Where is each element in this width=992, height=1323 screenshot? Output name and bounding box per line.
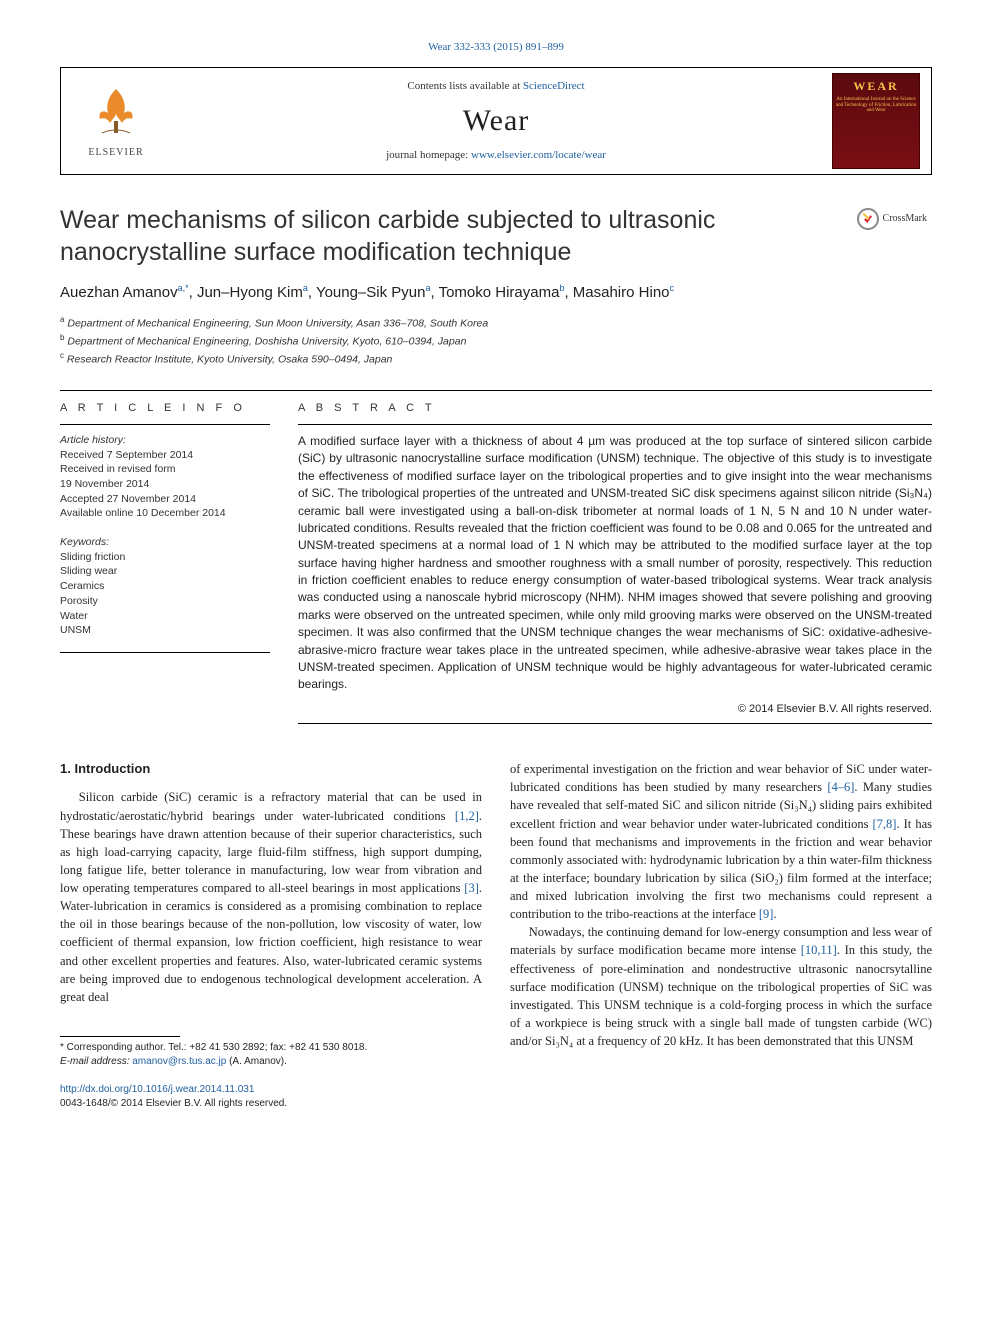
doi-link[interactable]: http://dx.doi.org/10.1016/j.wear.2014.11… bbox=[60, 1084, 254, 1095]
intro-paragraph-right-1: of experimental investigation on the fri… bbox=[510, 760, 932, 923]
p2c: . It has been found that mechanisms and … bbox=[510, 817, 932, 922]
keywords-block: Keywords: Sliding friction Sliding wear … bbox=[60, 535, 270, 638]
author-2: , Jun–Hyong Kim bbox=[189, 284, 303, 301]
history-revised-2: 19 November 2014 bbox=[60, 477, 270, 492]
abstract-text: A modified surface layer with a thicknes… bbox=[298, 433, 932, 694]
keyword: UNSM bbox=[60, 623, 270, 638]
footnote-divider bbox=[60, 1036, 180, 1037]
history-label: Article history: bbox=[60, 433, 270, 448]
corr-author-email-link[interactable]: amanov@rs.tus.ac.jp bbox=[132, 1056, 226, 1067]
elsevier-wordmark: ELSEVIER bbox=[88, 146, 144, 160]
p2d: . bbox=[773, 907, 776, 921]
affil-a: Department of Mechanical Engineering, Su… bbox=[64, 318, 488, 330]
crossmark-badge[interactable]: CrossMark bbox=[852, 205, 932, 233]
contents-prefix: Contents lists available at bbox=[407, 80, 522, 92]
homepage-prefix: journal homepage: bbox=[386, 149, 471, 161]
ref-7-8[interactable]: [7,8] bbox=[873, 817, 897, 831]
author-4: , Tomoko Hirayama bbox=[431, 284, 560, 301]
corresponding-author-footnote: * Corresponding author. Tel.: +82 41 530… bbox=[60, 1041, 482, 1069]
affiliations: a Department of Mechanical Engineering, … bbox=[60, 314, 932, 367]
crossmark-label: CrossMark bbox=[883, 212, 927, 226]
article-history: Article history: Received 7 September 20… bbox=[60, 433, 270, 521]
ref-3[interactable]: [3] bbox=[464, 881, 479, 895]
p3b: . In this study, the effectiveness of po… bbox=[510, 943, 932, 1048]
keyword: Sliding wear bbox=[60, 564, 270, 579]
journal-name: Wear bbox=[463, 100, 530, 142]
crossmark-icon bbox=[857, 208, 879, 230]
journal-cover-thumbnail: WEAR An International Journal on the Sci… bbox=[832, 73, 920, 169]
section-1-heading: 1. Introduction bbox=[60, 760, 482, 778]
author-list: Auezhan Amanova,*, Jun–Hyong Kima, Young… bbox=[60, 282, 932, 305]
history-accepted: Accepted 27 November 2014 bbox=[60, 492, 270, 507]
corr-author-line: * Corresponding author. Tel.: +82 41 530… bbox=[60, 1041, 482, 1055]
divider bbox=[60, 424, 270, 425]
intro-paragraph-right-2: Nowadays, the continuing demand for low-… bbox=[510, 923, 932, 1050]
abstract-heading: A B S T R A C T bbox=[298, 401, 932, 420]
ref-4-6[interactable]: [4–6] bbox=[827, 780, 854, 794]
affil-b: Department of Mechanical Engineering, Do… bbox=[64, 336, 466, 348]
keyword: Water bbox=[60, 609, 270, 624]
p1a: Silicon carbide (SiC) ceramic is a refra… bbox=[60, 790, 482, 822]
divider bbox=[298, 424, 932, 425]
issue-reference: Wear 332-333 (2015) 891–899 bbox=[60, 40, 932, 55]
intro-paragraph-left: Silicon carbide (SiC) ceramic is a refra… bbox=[60, 788, 482, 1006]
history-online: Available online 10 December 2014 bbox=[60, 506, 270, 521]
email-tail: (A. Amanov). bbox=[226, 1056, 287, 1067]
divider bbox=[298, 723, 932, 724]
masthead: ELSEVIER Contents lists available at Sci… bbox=[60, 67, 932, 175]
author-5: , Masahiro Hino bbox=[564, 284, 669, 301]
keyword: Sliding friction bbox=[60, 550, 270, 565]
publisher-logo-cell: ELSEVIER bbox=[61, 68, 171, 174]
affil-c: Research Reactor Institute, Kyoto Univer… bbox=[64, 353, 392, 365]
divider bbox=[60, 652, 270, 653]
email-label: E-mail address: bbox=[60, 1056, 132, 1067]
sciencedirect-link[interactable]: ScienceDirect bbox=[523, 80, 585, 92]
contents-available-line: Contents lists available at ScienceDirec… bbox=[407, 79, 584, 94]
cover-title: WEAR bbox=[853, 78, 898, 95]
author-5-affil-sup: c bbox=[670, 283, 675, 293]
p1c: . Water-lubrication in ceramics is consi… bbox=[60, 881, 482, 1004]
journal-homepage-link[interactable]: www.elsevier.com/locate/wear bbox=[471, 149, 606, 161]
ref-10-11[interactable]: [10,11] bbox=[801, 943, 837, 957]
history-received: Received 7 September 2014 bbox=[60, 448, 270, 463]
cover-subtitle: An International Journal on the Science … bbox=[833, 97, 919, 114]
issn-copyright: 0043-1648/© 2014 Elsevier B.V. All right… bbox=[60, 1097, 482, 1111]
doi-copyright-block: http://dx.doi.org/10.1016/j.wear.2014.11… bbox=[60, 1083, 482, 1111]
article-info-heading: A R T I C L E I N F O bbox=[60, 401, 270, 420]
author-3: , Young–Sik Pyun bbox=[308, 284, 426, 301]
keyword: Ceramics bbox=[60, 579, 270, 594]
history-revised-1: Received in revised form bbox=[60, 462, 270, 477]
author-1-affil-sup: a, bbox=[178, 283, 186, 293]
divider bbox=[60, 390, 932, 391]
ref-9[interactable]: [9] bbox=[759, 907, 774, 921]
elsevier-tree-icon bbox=[88, 83, 144, 139]
keywords-label: Keywords: bbox=[60, 535, 270, 550]
article-title: Wear mechanisms of silicon carbide subje… bbox=[60, 205, 836, 268]
ref-1-2[interactable]: [1,2] bbox=[455, 809, 479, 823]
author-1: Auezhan Amanov bbox=[60, 284, 178, 301]
keyword: Porosity bbox=[60, 594, 270, 609]
journal-homepage-line: journal homepage: www.elsevier.com/locat… bbox=[386, 148, 606, 163]
abstract-copyright: © 2014 Elsevier B.V. All rights reserved… bbox=[298, 702, 932, 717]
